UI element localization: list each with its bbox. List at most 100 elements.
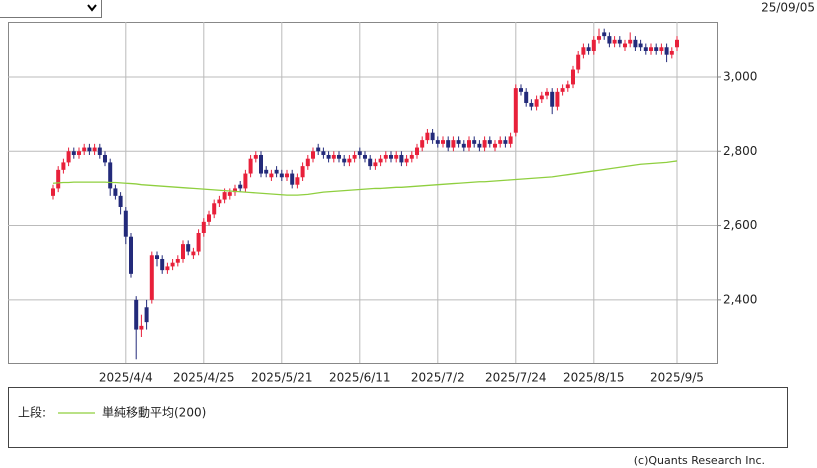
- candle-body: [103, 154, 107, 163]
- candle-body: [539, 95, 544, 100]
- candle-body: [118, 195, 123, 207]
- candle-body: [607, 36, 612, 44]
- legend-box: [8, 387, 788, 448]
- candle-body: [565, 84, 570, 89]
- candle-body: [534, 99, 539, 107]
- candle-body: [524, 91, 529, 103]
- candle-body: [394, 154, 399, 159]
- candle-body: [441, 140, 445, 144]
- candle-body: [597, 36, 601, 40]
- candle-body: [633, 39, 638, 48]
- candle-body: [248, 158, 253, 174]
- candle-body: [373, 162, 378, 167]
- candle-body: [175, 258, 180, 263]
- candle-body: [623, 43, 627, 48]
- candle-body: [97, 147, 102, 155]
- candle-body: [498, 140, 503, 144]
- candle-body: [467, 140, 471, 148]
- candle-body: [545, 91, 549, 96]
- candle-body: [51, 188, 55, 196]
- candle-body: [669, 50, 674, 55]
- moving-average-line: [52, 160, 678, 196]
- candle-body: [383, 154, 388, 159]
- candle-body: [217, 199, 222, 204]
- candle-body: [87, 147, 92, 152]
- candle-body: [66, 151, 71, 163]
- candle-body: [61, 162, 66, 170]
- candle-body: [399, 154, 404, 163]
- x-tick-label: 2025/5/21: [251, 371, 313, 385]
- candle-body: [503, 140, 508, 144]
- x-tick-label: 2025/9/5: [650, 371, 704, 385]
- dropdown[interactable]: [0, 0, 102, 18]
- x-tick-label: 2025/7/2: [411, 371, 465, 385]
- candle-body: [71, 151, 76, 155]
- candle-body: [77, 151, 81, 155]
- candle-body: [477, 143, 482, 148]
- candle-body: [638, 43, 643, 48]
- candle-body: [139, 325, 144, 330]
- candle-body: [238, 184, 243, 189]
- candle-body: [113, 188, 118, 196]
- x-tick-label: 2025/6/11: [329, 371, 391, 385]
- candle-body: [643, 47, 648, 51]
- candle-body: [155, 255, 159, 259]
- candle-body: [233, 188, 237, 193]
- candle-body: [165, 266, 170, 271]
- candle-body: [529, 102, 534, 107]
- candle-body: [435, 140, 440, 144]
- candle-body: [430, 132, 435, 141]
- candle-body: [482, 140, 487, 148]
- candle-body: [170, 262, 175, 267]
- candle-body: [508, 136, 513, 144]
- candle-body: [311, 151, 315, 159]
- candle-body: [285, 173, 289, 178]
- candle-body: [82, 147, 87, 152]
- candle-body: [612, 39, 617, 44]
- candle-body: [321, 151, 326, 155]
- candle-body: [357, 151, 362, 155]
- candle-body: [368, 158, 373, 167]
- candle-body: [451, 140, 456, 148]
- y-tick-label: 3,000: [723, 69, 757, 83]
- candle-body: [243, 173, 248, 189]
- candle-body: [555, 91, 560, 107]
- candle-body: [409, 154, 414, 159]
- candle-body: [279, 173, 284, 178]
- candle-body: [571, 69, 575, 85]
- x-tick-label: 2025/7/24: [485, 371, 547, 385]
- candle-body: [207, 214, 211, 222]
- candle-body: [269, 173, 274, 178]
- candle-body: [295, 177, 300, 185]
- candle-body: [186, 244, 191, 252]
- candle-body: [425, 132, 430, 141]
- candle-body: [92, 147, 97, 152]
- candle-body: [222, 192, 227, 200]
- candle-body: [305, 158, 310, 167]
- candle-body: [404, 158, 409, 163]
- x-tick-label: 2025/4/4: [99, 371, 153, 385]
- candle-body: [316, 147, 321, 152]
- candle-body: [602, 32, 607, 37]
- candle-body: [347, 158, 352, 163]
- candle-body: [487, 140, 492, 144]
- candle-body: [300, 166, 305, 178]
- candle-body: [550, 91, 555, 107]
- candle-body: [389, 154, 393, 159]
- candle-body: [196, 232, 201, 252]
- candle-body: [591, 39, 596, 51]
- candle-body: [149, 255, 154, 300]
- candle-body: [123, 210, 128, 237]
- candle-body: [617, 39, 622, 44]
- candle-body: [290, 173, 295, 185]
- plot-frame: [8, 22, 718, 364]
- legend-label: 上段:: [18, 405, 46, 420]
- candle-body: [201, 221, 206, 233]
- candle-body: [576, 54, 581, 70]
- candle-body: [446, 140, 451, 148]
- candle-body: [259, 154, 263, 174]
- candle-body: [337, 154, 341, 159]
- candle-body: [129, 236, 133, 274]
